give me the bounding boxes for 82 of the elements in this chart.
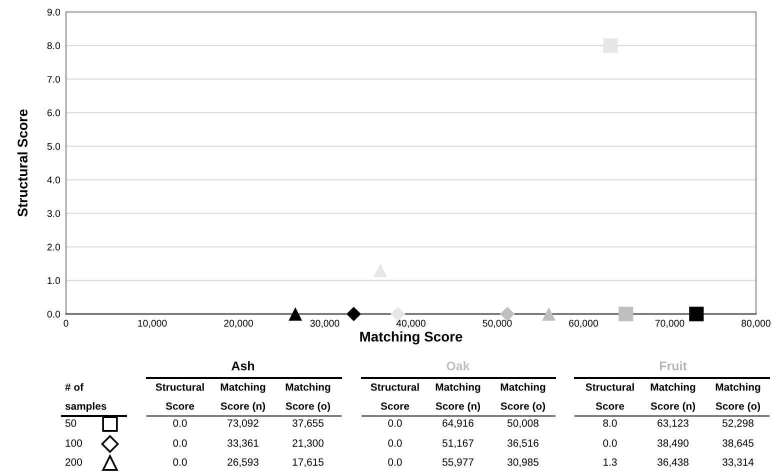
point	[618, 306, 634, 322]
text: 26,593	[228, 458, 258, 468]
text: 0.0	[388, 458, 402, 466]
text: 8.0	[603, 419, 617, 427]
text: 30,985	[507, 458, 538, 468]
y-tick-label: 0.0	[47, 310, 60, 318]
point	[288, 307, 302, 321]
text: Fruit	[660, 361, 687, 370]
point	[390, 306, 406, 322]
point	[542, 307, 556, 321]
text: 51,167	[442, 439, 474, 448]
text: Matching	[716, 383, 760, 393]
text: # of	[65, 383, 84, 391]
text: 100	[66, 439, 82, 447]
y-tick-label: 6.0	[47, 109, 60, 116]
y-tick-label: 3.0	[47, 210, 60, 217]
text: Score	[166, 402, 194, 410]
x-tick-label: 20,000	[224, 320, 253, 328]
x-tick-label: 40,000	[396, 320, 426, 328]
x-tick-label: 80,000	[742, 320, 770, 328]
x-tick-label: 0	[64, 320, 68, 327]
text: Score (o)	[286, 402, 330, 412]
text: Oak	[446, 361, 470, 370]
x-tick-label: 50,000	[482, 320, 512, 328]
point	[374, 264, 388, 278]
text: 38,490	[657, 439, 689, 448]
text: Matching	[220, 383, 266, 393]
text: Score (n)	[220, 402, 266, 412]
text: Ash	[232, 361, 254, 370]
text: 0.0	[603, 439, 617, 447]
text: Score (o)	[716, 402, 760, 412]
text: Structural	[156, 383, 204, 391]
y-tick-label: 4.0	[47, 176, 60, 184]
text: samples	[65, 402, 106, 412]
text: Matching	[286, 383, 330, 393]
text: Matching	[436, 383, 480, 393]
x-axis-title: Matching Score	[360, 331, 462, 344]
text: Matching	[650, 383, 696, 393]
text: 33,361	[227, 439, 258, 448]
y-tick-label: 2.0	[47, 244, 60, 251]
text: 0.0	[388, 419, 402, 427]
text: 52,298	[722, 419, 754, 428]
text: 0.0	[388, 439, 402, 447]
text: 37,655	[292, 419, 324, 428]
text: Score	[380, 402, 410, 410]
text: 1.3	[604, 458, 617, 466]
text: Score (n)	[650, 402, 696, 412]
point	[603, 38, 618, 53]
text: 0.0	[173, 458, 187, 466]
x-tick-label: 60,000	[569, 320, 598, 328]
text: Score	[596, 402, 624, 410]
x-tick-label: 10,000	[138, 320, 167, 328]
text: 17,615	[292, 458, 324, 468]
y-tick-label: 1.0	[48, 277, 60, 284]
x-tick-label: 30,000	[310, 320, 340, 328]
x-tick-label: 70,000	[655, 320, 684, 328]
text: Structural	[586, 383, 634, 391]
text: 50	[65, 419, 76, 427]
text: Structural	[370, 383, 419, 391]
text: 50,008	[507, 419, 538, 428]
text: 55,977	[442, 458, 474, 468]
text: 36,438	[657, 458, 688, 468]
text: 0.0	[173, 439, 187, 447]
text: Score (o)	[500, 402, 546, 412]
text: 0.0	[173, 419, 187, 427]
y-tick-label: 7.0	[47, 76, 60, 83]
text: 21,300	[292, 439, 324, 448]
y-tick-label: 9.0	[47, 8, 60, 16]
text: 200	[66, 458, 82, 466]
text: 73,092	[228, 419, 258, 428]
text: 36,516	[507, 439, 538, 448]
text: 33,314	[722, 458, 754, 468]
point	[346, 306, 362, 322]
y-axis-title: Structural Score	[17, 109, 28, 217]
text: 64,916	[442, 419, 474, 428]
y-tick-label: 8.0	[47, 42, 60, 50]
text: 63,123	[658, 419, 688, 428]
text: Matching	[500, 383, 546, 393]
y-tick-label: 5.0	[47, 142, 60, 150]
text: 38,645	[722, 439, 754, 448]
point	[689, 306, 704, 322]
text: Score (n)	[436, 402, 480, 412]
